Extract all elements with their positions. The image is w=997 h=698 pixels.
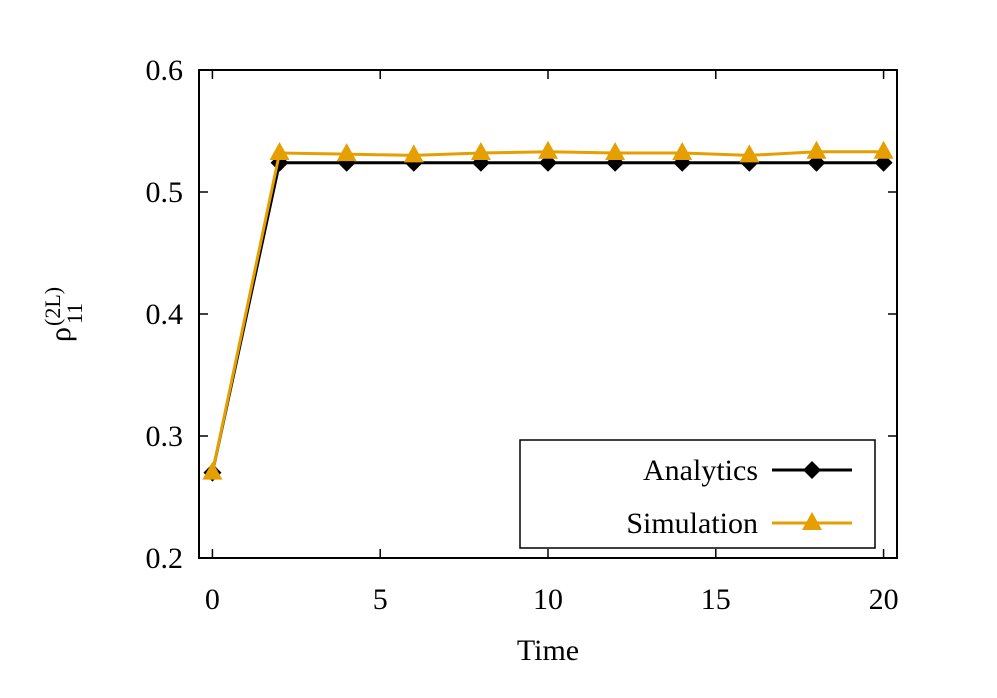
triangle-marker	[336, 143, 357, 162]
triangle-marker	[403, 144, 424, 163]
triangle-marker	[739, 144, 760, 163]
y-axis-label: ρ (2L) 11	[40, 287, 87, 342]
x-tick-label: 10	[533, 583, 563, 616]
y-tick-label: 0.6	[146, 54, 184, 87]
legend-diamond-marker	[803, 461, 821, 479]
y-tick-label: 0.5	[146, 176, 184, 209]
y-axis-label-subscript: 11	[62, 303, 87, 324]
x-tick-label: 5	[373, 583, 388, 616]
series-line	[210, 150, 884, 473]
triangle-marker	[806, 140, 827, 159]
x-tick-label: 20	[869, 583, 899, 616]
y-axis-label-superscript: (2L)	[40, 287, 65, 326]
series-analytics	[203, 153, 893, 482]
series-simulation	[202, 140, 894, 480]
triangle-marker	[672, 141, 693, 160]
series-line	[210, 161, 884, 473]
legend-label: Analytics	[643, 454, 758, 487]
x-tick-label: 15	[701, 583, 731, 616]
legend-label: Simulation	[626, 507, 758, 540]
y-axis-label-symbol: ρ	[44, 327, 77, 342]
x-tick-label: 0	[205, 583, 220, 616]
y-tick-label: 0.3	[146, 420, 184, 453]
triangle-marker	[470, 141, 491, 160]
y-tick-label: 0.2	[146, 542, 184, 575]
legend: Analytics Simulation	[519, 439, 876, 549]
y-tick-label: 0.4	[146, 298, 184, 331]
triangle-marker	[269, 141, 290, 160]
triangle-marker	[202, 461, 223, 480]
triangle-marker	[605, 141, 626, 160]
triangle-marker	[538, 140, 558, 159]
legend-triangle-marker	[802, 512, 822, 530]
triangle-marker	[873, 140, 894, 159]
x-axis-label: Time	[517, 634, 579, 667]
